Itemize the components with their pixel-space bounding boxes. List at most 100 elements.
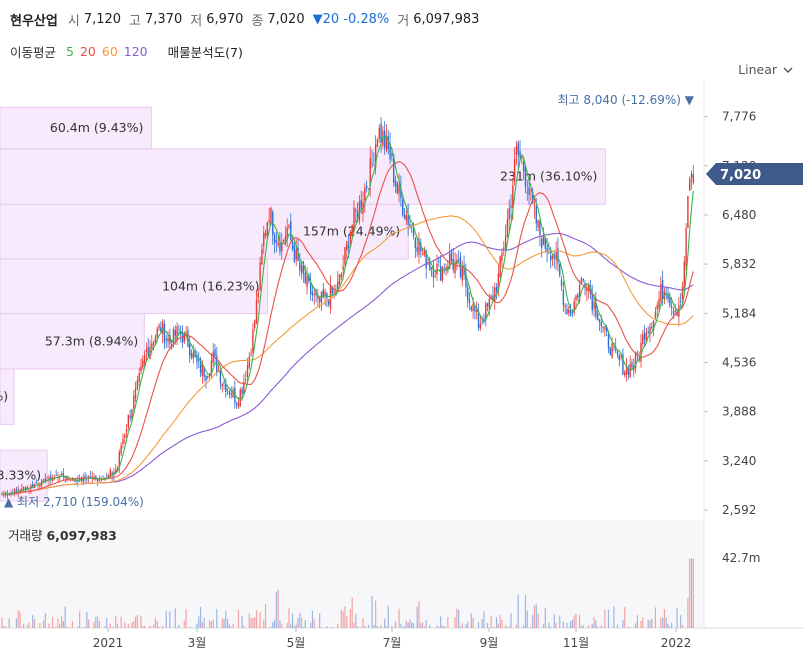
candle-body xyxy=(672,311,675,314)
volume-bar xyxy=(77,626,79,628)
volume-bar xyxy=(676,607,678,628)
candle-body xyxy=(360,199,362,209)
volume-bar xyxy=(555,623,557,628)
candle-body xyxy=(412,228,415,237)
volume-bar xyxy=(604,609,606,628)
volume-bar xyxy=(299,612,301,628)
volume-bar xyxy=(394,621,397,628)
volume-bar xyxy=(405,620,407,628)
candle-body xyxy=(508,207,510,221)
volume-bar xyxy=(263,619,265,628)
volume-bar xyxy=(573,615,575,628)
candle-body xyxy=(403,215,406,219)
candle-body xyxy=(344,247,346,265)
volume-bar xyxy=(438,626,440,628)
candle-body xyxy=(571,312,574,313)
volume-bar xyxy=(436,625,438,628)
volume-bar xyxy=(458,610,460,628)
ma-120[interactable]: 120 xyxy=(123,44,148,59)
volume-bar xyxy=(19,611,21,628)
candle-body xyxy=(681,286,684,300)
min-price-marker: ▲ 최저 2,710 (159.04%) xyxy=(4,495,144,509)
candle-body xyxy=(152,343,155,345)
volume-bar xyxy=(23,623,25,628)
candle-body xyxy=(181,332,184,343)
ma-60[interactable]: 60 xyxy=(101,44,118,59)
candle-body xyxy=(169,335,171,344)
volume-bar xyxy=(62,620,64,628)
volume-bar xyxy=(355,613,357,628)
volume-bar xyxy=(378,627,380,628)
volume-bar xyxy=(367,624,370,628)
volume-bar xyxy=(304,619,306,628)
volume-profile-bar xyxy=(0,203,409,260)
volume-bar xyxy=(15,618,18,628)
candle-body xyxy=(481,321,483,323)
volume-bar xyxy=(387,605,389,628)
volume-bar xyxy=(544,607,546,628)
candle-body xyxy=(593,302,595,309)
moving-average-label[interactable]: 이동평균 xyxy=(10,45,57,60)
candle-body xyxy=(645,333,648,343)
candle-body xyxy=(355,209,357,212)
candle-body xyxy=(689,178,691,191)
candle-body xyxy=(351,224,353,236)
max-price-marker: 최고 8,040 (-12.69%) ▼ xyxy=(557,93,694,107)
candle-body xyxy=(466,287,469,300)
candle-body xyxy=(210,360,213,377)
volume-bar xyxy=(559,615,561,628)
volume-bar xyxy=(228,624,231,628)
volume-bar xyxy=(649,620,651,628)
volume-bar xyxy=(212,619,214,628)
candle-body xyxy=(134,388,137,399)
candle-body xyxy=(380,123,382,143)
volume-bar xyxy=(275,591,277,628)
candle-body xyxy=(55,475,57,476)
volume-title: 거래량 6,097,983 xyxy=(8,528,117,543)
candle-body xyxy=(230,393,232,395)
candle-body xyxy=(436,263,438,275)
candle-body xyxy=(661,280,664,300)
candle-body xyxy=(317,296,319,299)
candle-body xyxy=(304,272,306,283)
ma-20[interactable]: 20 xyxy=(79,44,96,59)
scale-toggle[interactable]: Linear xyxy=(738,62,793,77)
candle-body xyxy=(492,295,494,300)
x-tick-label: 2022 xyxy=(661,636,692,650)
volume-bar xyxy=(131,622,133,628)
candle-body xyxy=(320,291,323,303)
candle-body xyxy=(30,485,32,489)
candle-body xyxy=(44,478,47,482)
volume-bar xyxy=(526,610,528,628)
volume-bar xyxy=(201,621,203,628)
volume-bar xyxy=(421,622,424,628)
volume-bar xyxy=(353,623,355,628)
candle-body xyxy=(580,278,583,284)
candle-body xyxy=(429,263,431,271)
candle-body xyxy=(448,253,451,269)
volume-profile-label[interactable]: 매물분석도(7) xyxy=(167,45,243,60)
candle-body xyxy=(145,349,148,352)
volume-bar xyxy=(210,621,212,628)
candle-body xyxy=(539,221,541,236)
candle-body xyxy=(369,158,371,187)
volume-bar xyxy=(689,558,691,628)
volume-bar xyxy=(647,619,649,628)
candle-body xyxy=(605,327,608,332)
candle-body xyxy=(376,139,379,147)
volume-bar xyxy=(71,620,73,628)
candle-body xyxy=(389,143,391,160)
volume-bar xyxy=(254,617,256,628)
candle-body xyxy=(259,262,261,290)
volume-bar xyxy=(692,558,694,628)
volume-bar xyxy=(400,623,402,628)
volume-bar xyxy=(660,617,662,628)
candle-body xyxy=(235,402,238,405)
ma-5[interactable]: 5 xyxy=(66,44,74,59)
volume-bar xyxy=(465,624,467,628)
y-tick-label: 3,888 xyxy=(722,405,756,419)
candle-body xyxy=(503,247,505,250)
x-tick-label: 2021 xyxy=(93,636,124,650)
candle-body xyxy=(50,476,52,480)
